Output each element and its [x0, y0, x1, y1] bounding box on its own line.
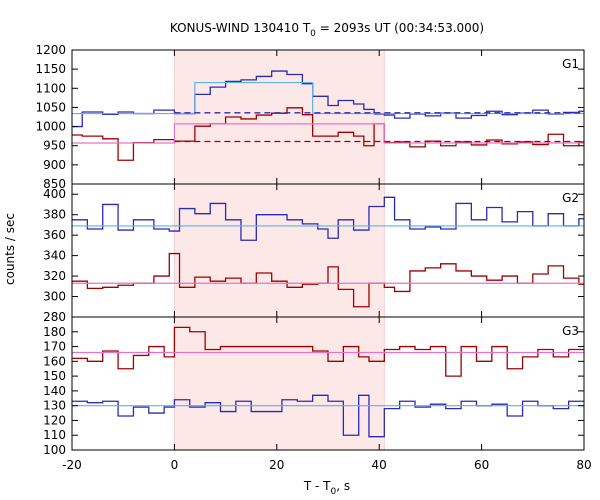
- panel-g2-series: [72, 196, 584, 308]
- y-tick-label: 1100: [35, 81, 66, 95]
- x-tick-label: 60: [474, 458, 489, 472]
- panel-g3-series-dark-red-step: [72, 326, 584, 377]
- y-tick-label: 180: [43, 325, 66, 339]
- y-tick-label: 380: [43, 208, 66, 222]
- y-tick-label: 850: [43, 177, 66, 191]
- panel-label-g3: G3: [562, 324, 579, 338]
- shaded-interval-layer: [173, 50, 385, 450]
- panel-label-g1: G1: [562, 57, 579, 71]
- y-axis-label: counts / sec: [3, 213, 17, 285]
- y-tick-label: 140: [43, 384, 66, 398]
- y-tick-label: 360: [43, 228, 66, 242]
- panel-g2-series-dark-blue-step: [72, 196, 584, 241]
- y-tick-label: 1200: [35, 43, 66, 57]
- y-tick-label: 160: [43, 354, 66, 368]
- y-tick-label: 280: [43, 310, 66, 324]
- series-layer: [72, 70, 584, 438]
- panel-g1-series: [72, 70, 584, 161]
- panel-g1-series-pink-step: [72, 123, 584, 144]
- y-tick-label: 400: [43, 187, 66, 201]
- y-tick-label: 950: [43, 139, 66, 153]
- panel-g3-series-dark-blue-step: [72, 394, 584, 438]
- panel-g1-series-light-blue-step: [72, 81, 584, 115]
- panel-g3-frame: [71, 316, 585, 451]
- y-tick-label: 300: [43, 290, 66, 304]
- panel-frames-layer: [71, 49, 585, 451]
- panel-label-g2: G2: [562, 191, 579, 205]
- panel-g2-series-dark-red-step: [72, 252, 584, 308]
- y-tick-label: 320: [43, 269, 66, 283]
- y-tick-label: 1000: [35, 120, 66, 134]
- y-tick-label: 170: [43, 340, 66, 354]
- y-tick-label: 150: [43, 369, 66, 383]
- x-tick-label: -20: [62, 458, 82, 472]
- y-tick-label: 900: [43, 158, 66, 172]
- x-tick-label: 40: [372, 458, 387, 472]
- ticks-layer: 8509009501000105011001150120028030032034…: [35, 43, 591, 472]
- y-tick-label: 340: [43, 249, 66, 263]
- x-tick-label: 80: [576, 458, 591, 472]
- x-tick-label: 20: [269, 458, 284, 472]
- chart-title: KONUS-WIND 130410 T0 = 2093s UT (00:34:5…: [170, 21, 484, 39]
- y-tick-label: 100: [43, 443, 66, 457]
- y-tick-label: 130: [43, 399, 66, 413]
- shaded-interval: [174, 50, 385, 450]
- y-tick-label: 1050: [35, 100, 66, 114]
- x-tick-label: 0: [171, 458, 179, 472]
- y-tick-label: 120: [43, 413, 66, 427]
- panel-g3-series: [72, 326, 584, 438]
- y-tick-label: 110: [43, 428, 66, 442]
- y-tick-label: 1150: [35, 62, 66, 76]
- x-axis-label: T - T0, s: [303, 479, 350, 497]
